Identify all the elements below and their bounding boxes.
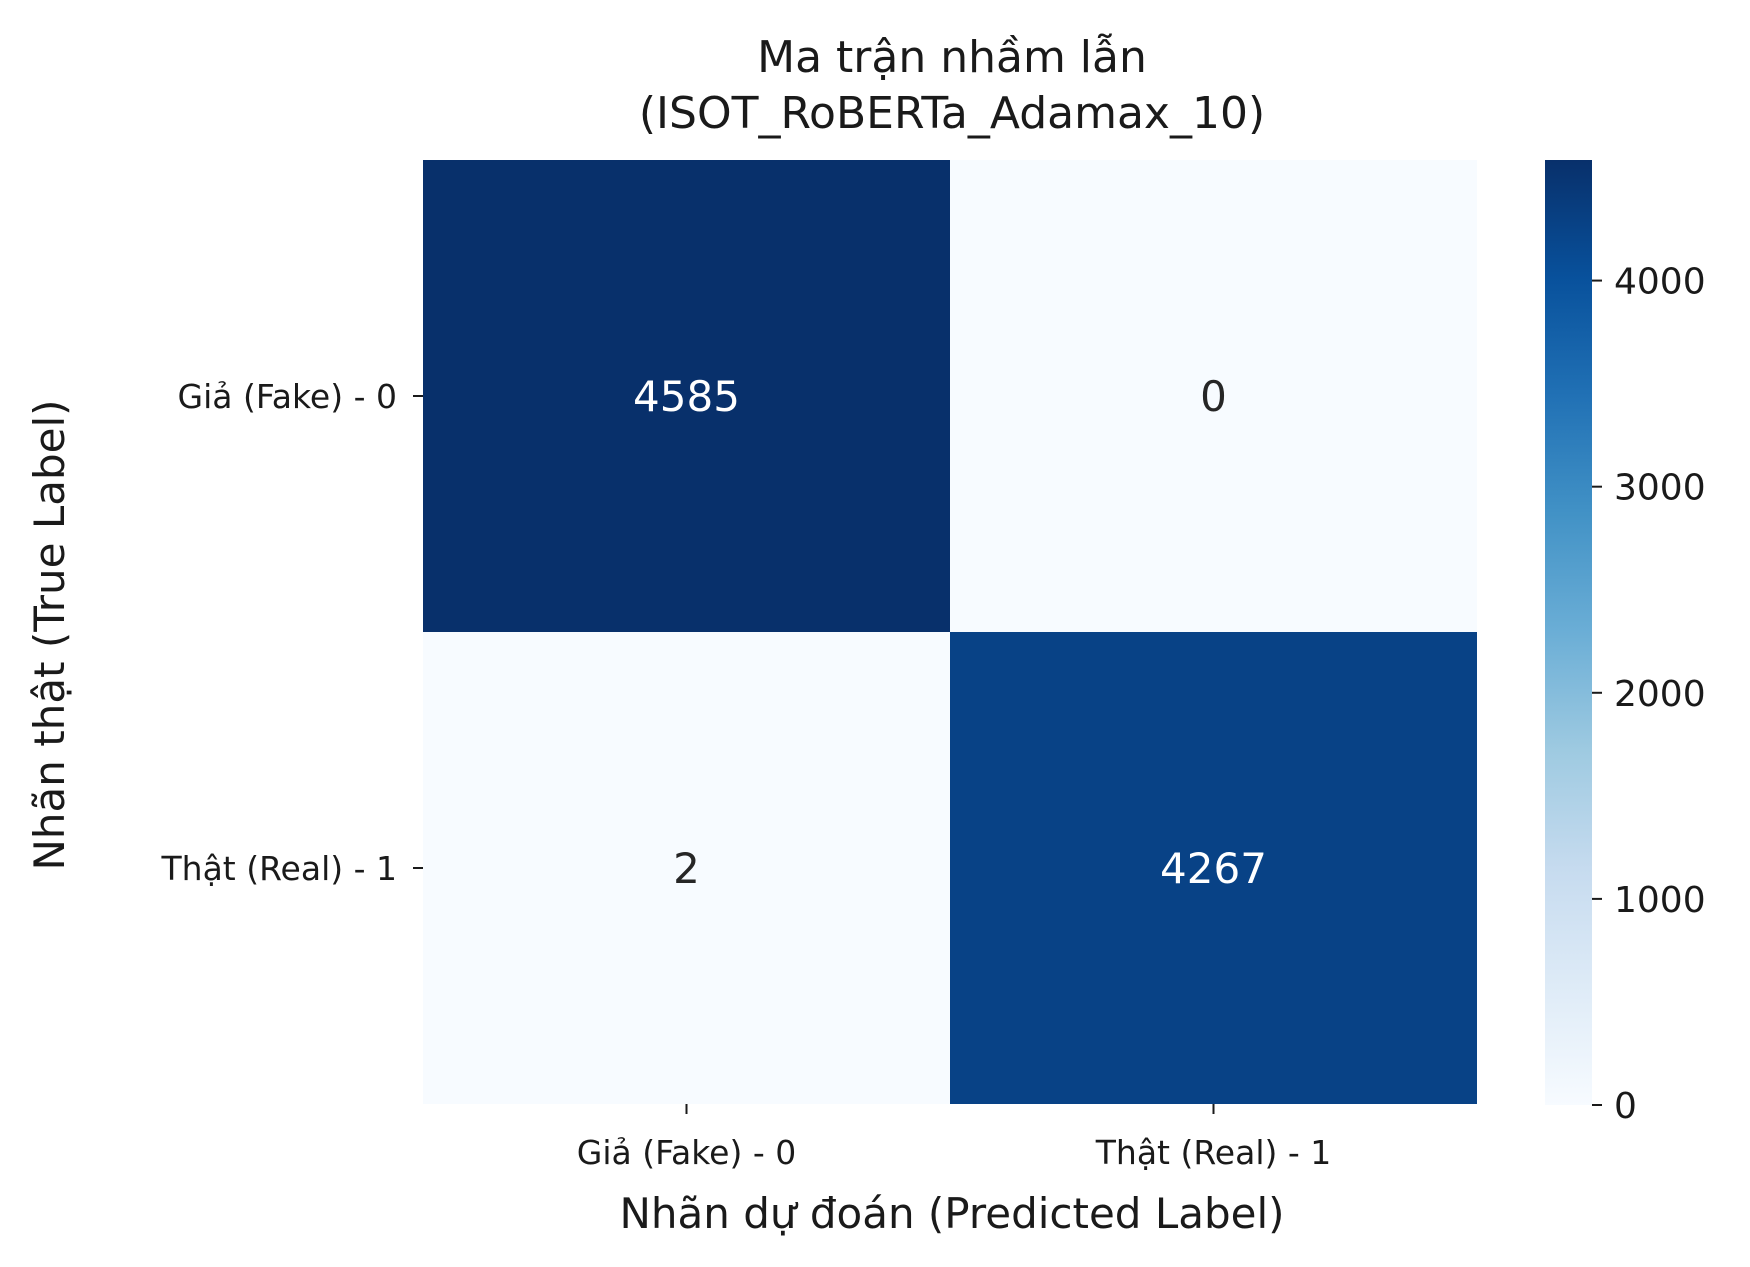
chart-title-line2: (ISOT_RoBERTa_Adamax_10) bbox=[639, 88, 1265, 139]
y-axis-label: Nhãn thật (True Label) bbox=[25, 399, 74, 870]
x-tick-label: Thật (Real) - 1 bbox=[1095, 1133, 1332, 1172]
heatmap-cell-r0-c0 bbox=[423, 160, 950, 632]
x-axis-ticks: Giả (Fake) - 0 Thật (Real) - 1 bbox=[577, 1104, 1332, 1172]
y-tick-label: Thật (Real) - 1 bbox=[161, 849, 398, 888]
colorbar-tick-label: 0 bbox=[1614, 1086, 1637, 1127]
heatmap-cells: 4585 0 2 4267 bbox=[423, 160, 1477, 1104]
heatmap-cell-r1-c1 bbox=[950, 632, 1477, 1104]
colorbar-ticks: 0 1000 2000 3000 4000 bbox=[1592, 262, 1706, 1127]
heatmap-cell-r0-c1 bbox=[950, 160, 1477, 632]
x-tick-label: Giả (Fake) - 0 bbox=[577, 1133, 797, 1172]
heatmap-cell-r1-c0 bbox=[423, 632, 950, 1104]
y-axis-ticks: Giả (Fake) - 0 Thật (Real) - 1 bbox=[161, 377, 423, 888]
cell-value-label: 0 bbox=[1200, 372, 1227, 421]
colorbar-tick-label: 2000 bbox=[1614, 674, 1706, 715]
cell-value-label: 2 bbox=[673, 844, 700, 893]
cell-value-label: 4585 bbox=[633, 372, 740, 421]
colorbar bbox=[1545, 160, 1592, 1105]
colorbar-tick-label: 4000 bbox=[1614, 262, 1706, 303]
y-tick-label: Giả (Fake) - 0 bbox=[178, 377, 398, 416]
chart-title-line1: Ma trận nhầm lẫn bbox=[757, 32, 1147, 83]
cell-value-label: 4267 bbox=[1160, 844, 1267, 893]
colorbar-tick-label: 1000 bbox=[1614, 880, 1706, 921]
colorbar-tick-label: 3000 bbox=[1614, 468, 1706, 509]
x-axis-label: Nhãn dự đoán (Predicted Label) bbox=[619, 1189, 1284, 1238]
